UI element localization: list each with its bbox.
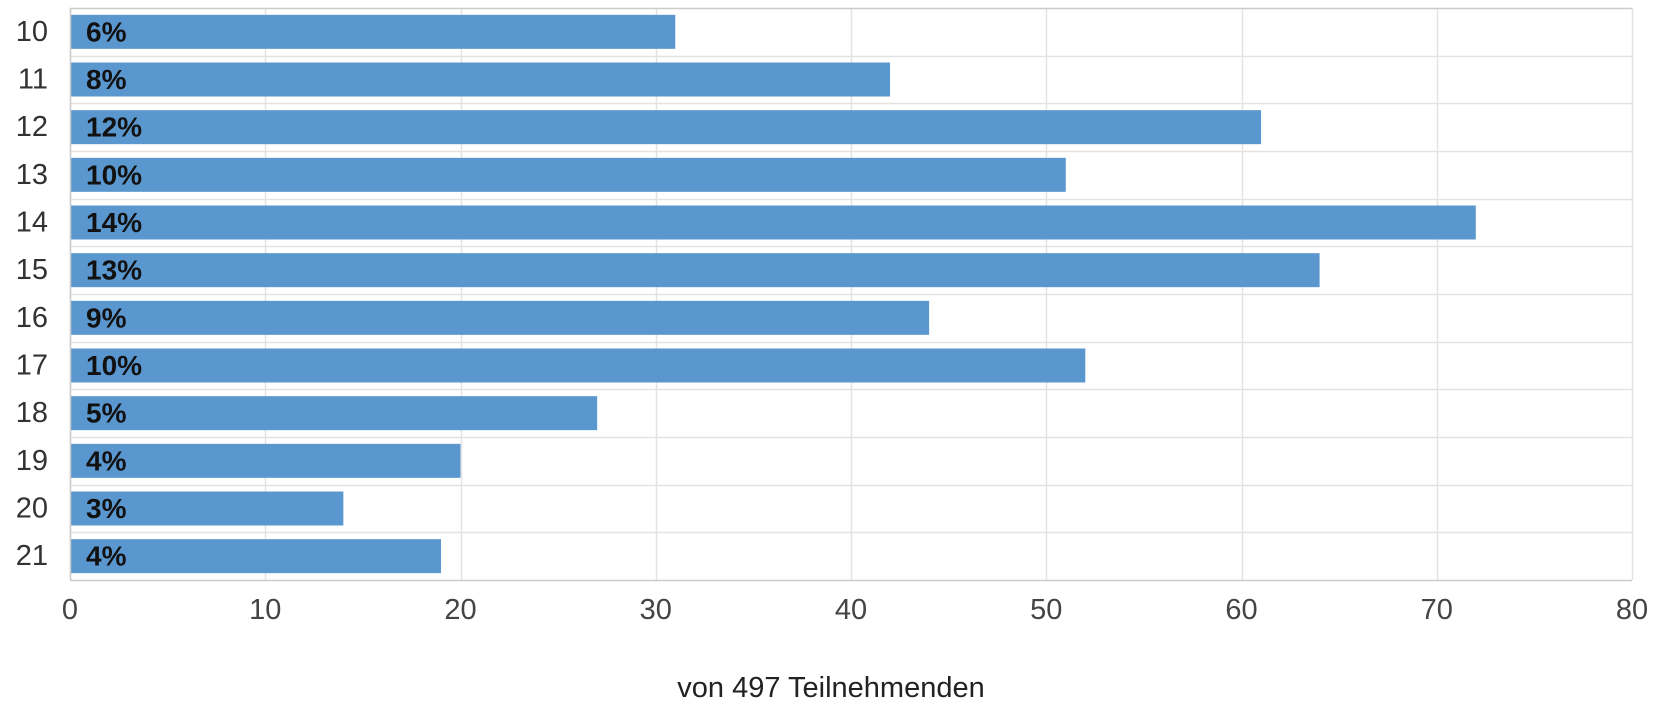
- x-tick-label: 70: [1421, 594, 1453, 626]
- bar: [70, 396, 598, 431]
- bar: [70, 205, 1476, 240]
- bar: [70, 253, 1320, 288]
- x-tick-label: 40: [835, 594, 867, 626]
- data-label: 6%: [86, 16, 127, 47]
- category-label: 15: [16, 254, 48, 286]
- data-label: 13%: [86, 255, 142, 286]
- data-label: 3%: [86, 493, 127, 524]
- x-tick-label: 10: [249, 594, 281, 626]
- x-tick-label: 20: [444, 594, 476, 626]
- category-label: 21: [16, 540, 48, 572]
- bar: [70, 443, 461, 478]
- category-label: 20: [16, 493, 48, 525]
- category-label: 10: [16, 16, 48, 48]
- bar: [70, 14, 676, 49]
- data-label: 5%: [86, 398, 127, 429]
- data-label: 12%: [86, 112, 142, 143]
- category-label: 14: [16, 207, 48, 239]
- bar: [70, 62, 891, 97]
- labels: 10 6% 11 8% 12 12% 13 10% 14 14% 15 13% 16 9% 17 10% 18 5…: [16, 16, 142, 572]
- bar: [70, 300, 930, 335]
- category-label: 19: [16, 445, 48, 477]
- bar: [70, 539, 441, 574]
- data-label: 4%: [86, 445, 127, 476]
- category-label: 18: [16, 397, 48, 429]
- x-tick-label: 80: [1616, 594, 1648, 626]
- data-label: 10%: [86, 350, 142, 381]
- data-label: 4%: [86, 541, 127, 572]
- data-label: 10%: [86, 159, 142, 190]
- category-label: 16: [16, 302, 48, 334]
- x-tick-label: 50: [1030, 594, 1062, 626]
- bar: [70, 110, 1262, 145]
- bars: [70, 14, 1476, 574]
- data-label: 9%: [86, 302, 127, 333]
- bar: [70, 348, 1086, 383]
- x-tick-label: 30: [640, 594, 672, 626]
- bar: [70, 157, 1066, 192]
- category-label: 13: [16, 159, 48, 191]
- axes: 0 10 20 30 40 50 60 70 80: [62, 8, 1648, 626]
- x-axis-title: von 497 Teilnehmenden: [677, 672, 984, 704]
- bar: [70, 491, 344, 526]
- category-label: 17: [16, 350, 48, 382]
- category-label: 11: [18, 64, 48, 96]
- category-label: 12: [16, 111, 48, 143]
- x-tick-label: 60: [1225, 594, 1257, 626]
- data-label: 8%: [86, 64, 127, 95]
- data-label: 14%: [86, 207, 142, 238]
- grid-lines: [69, 7, 1634, 582]
- x-tick-label: 0: [62, 594, 78, 626]
